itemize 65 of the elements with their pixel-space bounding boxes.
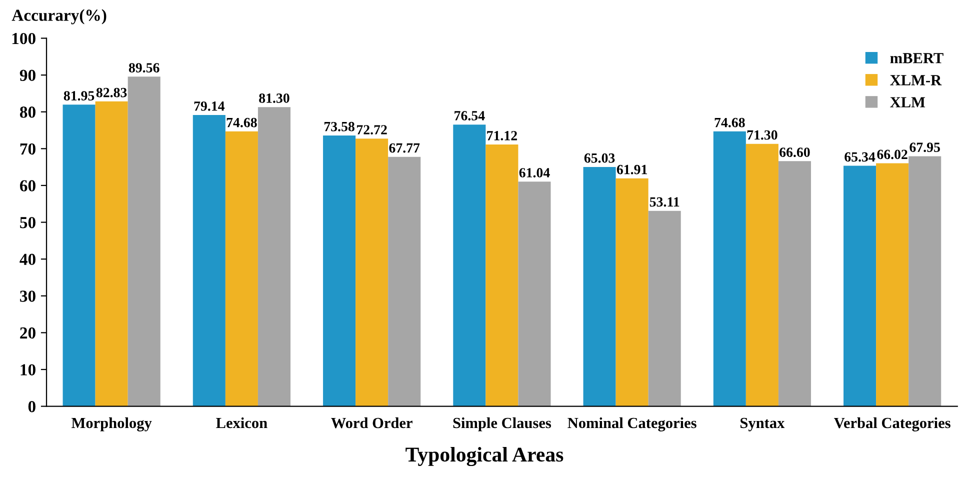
text: 72.72 xyxy=(356,125,387,134)
text: 67.77 xyxy=(389,143,420,153)
text: 65.34 xyxy=(844,152,876,162)
bar xyxy=(616,178,648,406)
text: 81.30 xyxy=(259,93,290,103)
text: 74.68 xyxy=(714,118,745,128)
bar xyxy=(128,76,160,406)
bar xyxy=(908,156,942,406)
x-tick-label: Verbal Categories xyxy=(834,417,950,432)
bar xyxy=(518,182,551,406)
text: 73.58 xyxy=(324,122,354,132)
text: 79.14 xyxy=(194,101,225,111)
bar xyxy=(713,131,746,406)
text: 71.12 xyxy=(487,130,517,140)
bar xyxy=(453,124,486,406)
y-tick-label: 50 xyxy=(20,216,36,228)
y-tick-label: 30 xyxy=(20,290,36,302)
y-tick-label: 90 xyxy=(20,70,36,81)
bar xyxy=(192,115,226,406)
y-axis-title: Accurary(%) xyxy=(12,9,106,24)
bar xyxy=(648,210,681,406)
y-tick-label: 40 xyxy=(20,254,36,266)
y-tick-label: 0 xyxy=(28,401,36,412)
bar xyxy=(258,107,290,406)
legend-label: XLM-R xyxy=(890,75,942,86)
legend-label: mBERT xyxy=(890,53,944,64)
y-tick-label: 60 xyxy=(20,180,36,192)
y-tick-label: 10 xyxy=(20,364,36,376)
text: 81.95 xyxy=(64,91,94,101)
bar xyxy=(486,144,518,406)
bar xyxy=(225,131,258,406)
y-tick-label: 100 xyxy=(12,32,36,44)
x-tick-label: Lexicon xyxy=(216,417,268,428)
x-tick-label: Morphology xyxy=(72,417,152,432)
text: 53.11 xyxy=(650,197,680,207)
text: 89.56 xyxy=(128,63,160,73)
x-tick-label: Nominal Categories xyxy=(568,417,696,432)
bar xyxy=(356,138,388,406)
text: 71.30 xyxy=(747,130,778,140)
bar xyxy=(746,144,778,406)
bar xyxy=(323,135,356,406)
text: 61.91 xyxy=(616,164,647,174)
bar xyxy=(844,166,876,406)
text: 67.95 xyxy=(910,142,940,152)
bar xyxy=(876,163,909,406)
bar xyxy=(583,166,616,406)
text: 82.83 xyxy=(96,88,127,98)
bar xyxy=(388,156,421,406)
y-tick-label: 80 xyxy=(20,106,36,118)
x-tick-label: Word Order xyxy=(331,417,412,428)
x-axis-title: Typological Areas xyxy=(406,446,564,466)
bar xyxy=(95,101,128,406)
y-tick-label: 20 xyxy=(20,327,36,339)
x-tick-label: Simple Clauses xyxy=(453,417,552,432)
text: 76.54 xyxy=(454,111,485,120)
legend-label: XLM xyxy=(890,97,926,108)
text: 65.03 xyxy=(584,153,615,163)
y-tick-label: 70 xyxy=(20,143,36,155)
text: 74.68 xyxy=(226,118,257,128)
bar xyxy=(778,161,811,406)
bar xyxy=(62,104,96,406)
text: 66.02 xyxy=(877,150,908,160)
text: 66.60 xyxy=(780,148,810,158)
text: 61.04 xyxy=(519,168,550,178)
x-tick-label: Syntax xyxy=(740,418,785,432)
